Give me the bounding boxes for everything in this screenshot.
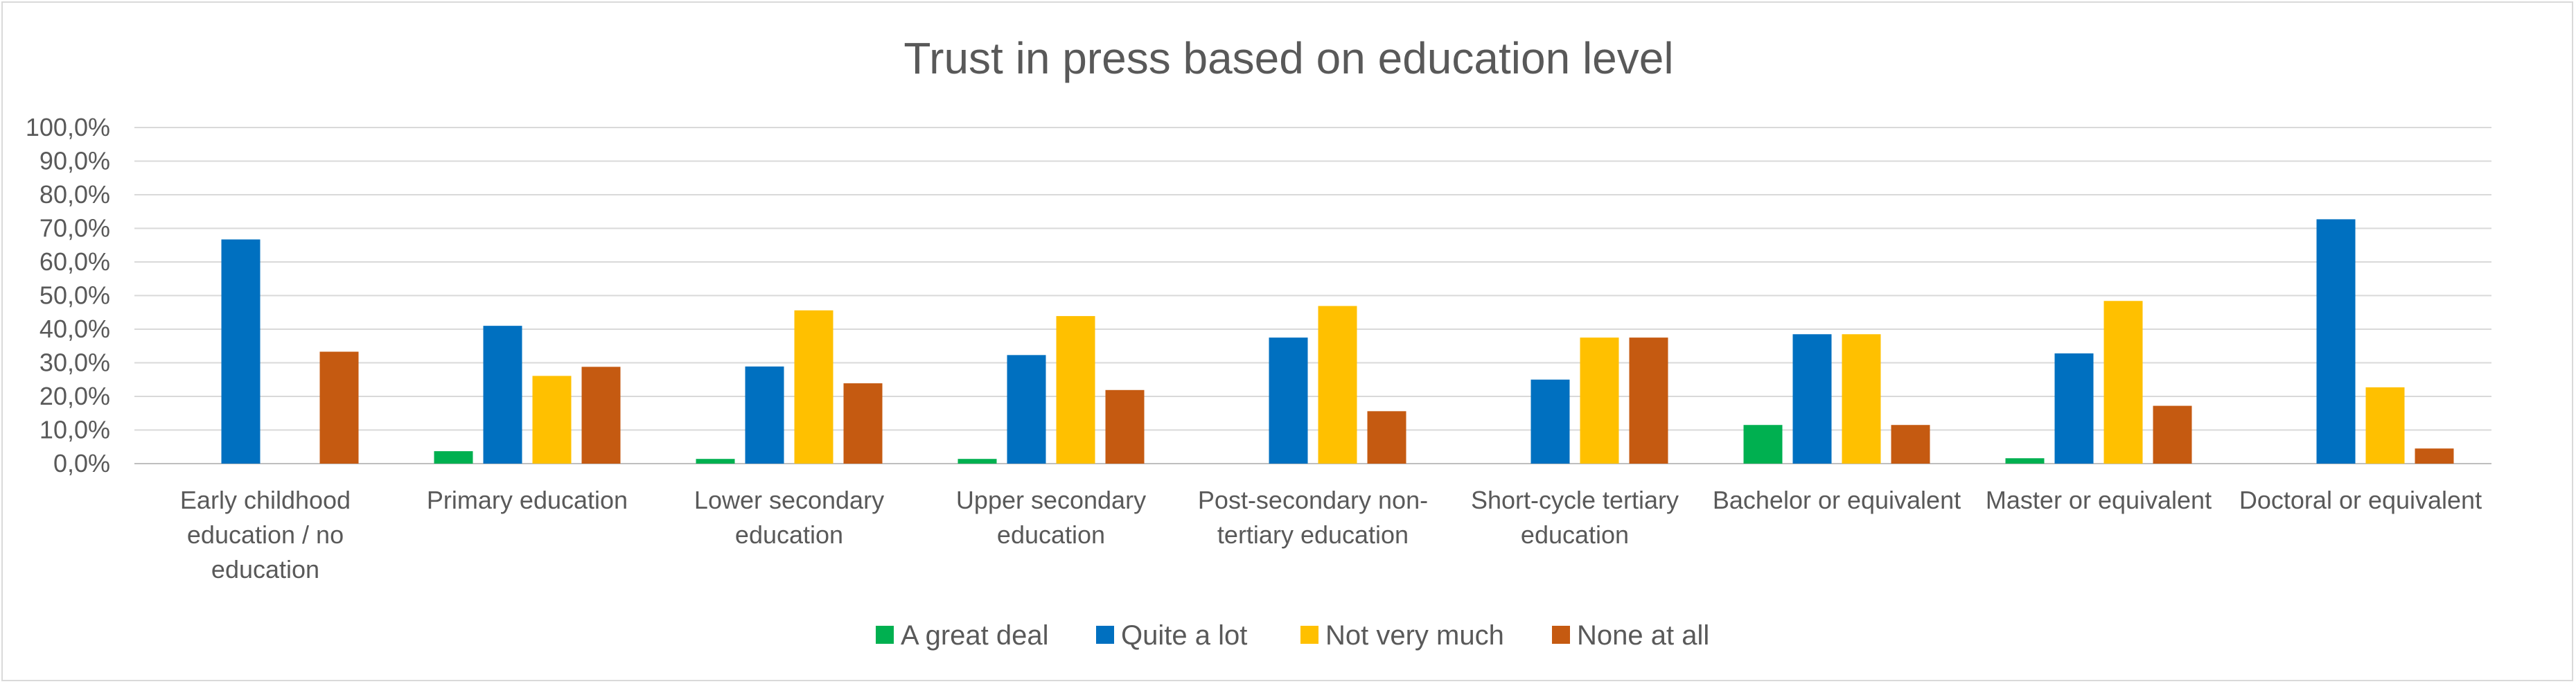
bar [434,451,473,464]
x-tick-label: Upper secondary [956,486,1146,514]
x-tick-label: Doctoral or equivalent [2239,486,2482,514]
bar [1105,389,1145,464]
bar [2054,353,2094,464]
bar [2365,387,2405,464]
y-tick-label: 10,0% [39,416,110,444]
x-axis-ticks: Early childhood education / no education Pr… [180,486,2482,584]
bar [2415,448,2454,464]
legend-swatch [1552,626,1570,644]
x-tick-label: education [997,520,1105,549]
legend-swatch [876,626,894,644]
x-tick-label: education / no [187,520,344,549]
bar [1792,334,1832,464]
bar [1318,306,1357,464]
x-tick-label: Lower secondary [694,486,884,514]
x-tick-label: Primary education [427,486,628,514]
y-tick-label: 100,0% [26,113,110,141]
bar [958,459,997,464]
y-tick-label: 60,0% [39,247,110,276]
bar [1007,355,1046,464]
bar [1530,379,1570,464]
y-tick-label: 80,0% [39,180,110,209]
y-tick-label: 90,0% [39,147,110,175]
bar [1056,316,1095,464]
y-tick-label: 30,0% [39,349,110,377]
y-axis-ticks: 0,0% 10,0% 20,0% 30,0% 40,0% 50,0% 60,0% 70,0% 8… [26,113,110,477]
x-tick-label: Short-cycle tertiary [1471,486,1679,514]
y-tick-label: 70,0% [39,214,110,243]
x-tick-label: Bachelor or equivalent [1713,486,1961,514]
legend: A great deal Quite a lot Not very much None… [876,620,1709,651]
y-tick-label: 50,0% [39,281,110,310]
bar [1629,337,1668,464]
bar [745,366,784,464]
bar [1743,425,1783,464]
bar-chart: Trust in press based on education level … [26,33,2491,651]
gridlines [134,127,2491,464]
x-tick-label: education [1521,520,1629,549]
legend-label: Not very much [1325,620,1504,651]
bar [843,383,883,464]
bar [483,326,522,464]
bar [1842,334,1881,464]
bars [221,219,2454,464]
y-tick-label: 20,0% [39,382,110,410]
x-tick-label: Master or equivalent [1986,486,2212,514]
bar [794,310,833,464]
x-tick-label: Post-secondary non- [1198,486,1428,514]
bar [319,351,359,464]
bar [581,367,621,464]
legend-label: Quite a lot [1121,620,1247,651]
bar [1367,411,1406,464]
bar [532,376,572,464]
bar [2153,405,2192,464]
x-tick-label: education [735,520,843,549]
x-tick-label: tertiary education [1217,520,1409,549]
x-tick-label: education [211,555,319,584]
bar [2316,219,2356,464]
bar [2103,301,2143,464]
legend-label: None at all [1577,620,1709,651]
legend-swatch [1096,626,1114,644]
bar [221,239,261,464]
chart-title: Trust in press based on education level [903,33,1673,83]
y-tick-label: 0,0% [53,449,110,477]
bar [1580,337,1619,464]
legend-label: A great deal [901,620,1049,651]
y-tick-label: 40,0% [39,315,110,343]
bar [2005,458,2045,464]
bar [696,459,735,464]
bar [1269,337,1308,464]
legend-swatch [1300,626,1318,644]
bar [1891,425,1930,464]
x-tick-label: Early childhood [180,486,351,514]
